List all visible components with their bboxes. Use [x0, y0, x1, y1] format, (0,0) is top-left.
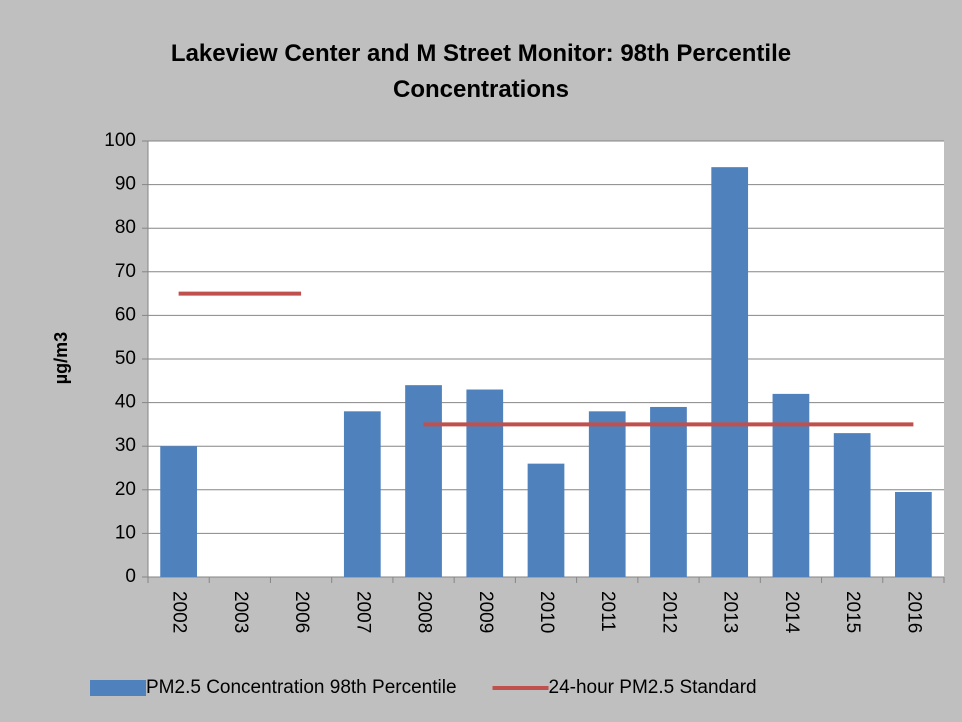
y-tick-label: 70 [115, 261, 136, 282]
legend-swatch [90, 680, 146, 696]
y-tick-label: 10 [115, 522, 136, 543]
bar [895, 491, 932, 577]
bar [160, 446, 197, 577]
bar [772, 393, 810, 577]
y-tick-label: 80 [115, 217, 136, 238]
x-tick-label: 2007 [352, 591, 373, 633]
x-tick-label: 2016 [903, 591, 924, 633]
x-tick-label: 2014 [781, 591, 802, 634]
x-tick-label: 2015 [842, 591, 863, 633]
bar [405, 385, 442, 577]
y-tick-label: 20 [115, 479, 136, 500]
y-tick-label: 60 [115, 304, 136, 325]
bar [343, 411, 381, 577]
bar [650, 406, 687, 577]
x-tick-label: 2013 [720, 591, 741, 633]
bar [833, 433, 871, 577]
chart-title: Lakeview Center and M Street Monitor: 98… [170, 40, 792, 103]
x-tick-label: 2006 [291, 591, 312, 633]
legend-label: PM2.5 Concentration 98th Percentile [146, 677, 457, 698]
y-tick-label: 100 [104, 130, 136, 151]
x-tick-label: 2010 [536, 591, 557, 633]
y-tick-label: 40 [115, 392, 136, 413]
legend-label: 24-hour PM2.5 Standard [549, 677, 757, 698]
line [178, 291, 914, 427]
x-tick-label: 2011 [597, 591, 618, 632]
bar [588, 411, 626, 577]
x-tick-label: 2003 [230, 591, 251, 633]
y-tick-label: 90 [115, 174, 136, 195]
x-tick-label: 2009 [475, 591, 496, 633]
y-tick-label: 0 [125, 566, 136, 587]
x-tick-label: 2012 [658, 591, 679, 633]
y-tick-label: 50 [115, 348, 136, 369]
bar [466, 389, 504, 577]
x-tick-label: 2008 [414, 591, 435, 633]
bar [527, 463, 565, 577]
bar [711, 167, 749, 577]
x-tick-label: 2002 [169, 591, 190, 633]
y-tick-label: 30 [115, 435, 136, 456]
y-axis-label: µg/m3 [51, 332, 71, 384]
